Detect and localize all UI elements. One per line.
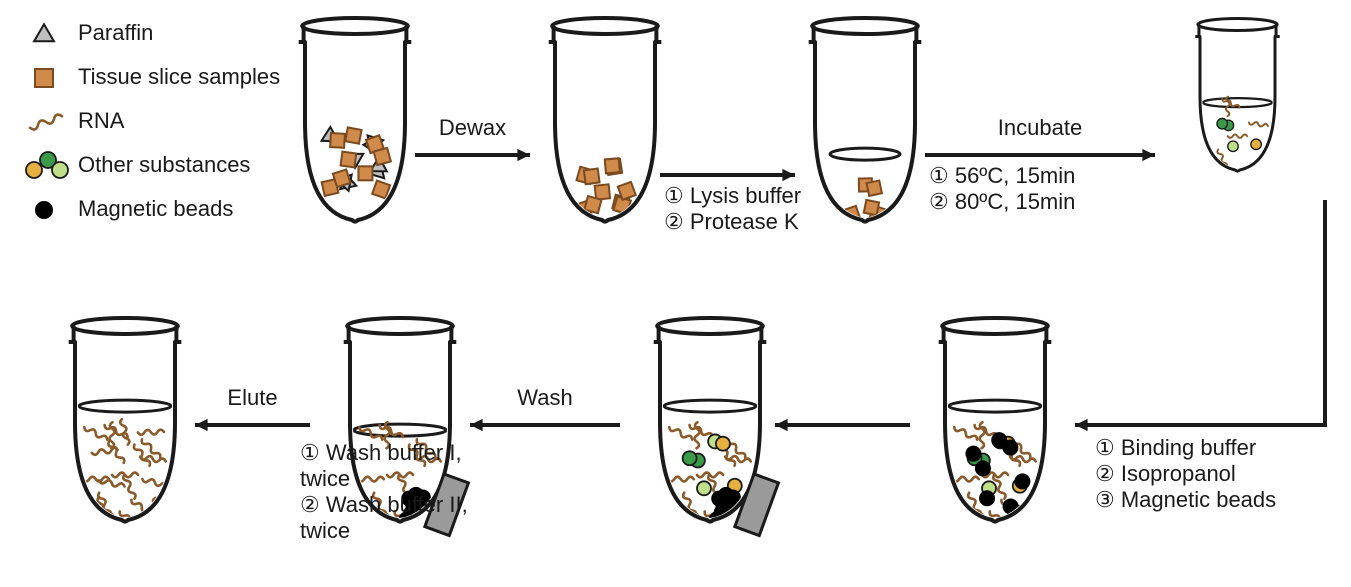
legend: Paraffin Tissue slice samples RNA Other sub… (26, 20, 280, 221)
tube-t4 (1195, 19, 1279, 172)
tube-contents (1203, 97, 1272, 172)
legend-label: Other substances (78, 152, 250, 177)
legend-label: Tissue slice samples (78, 64, 280, 89)
svg-text:twice: twice (300, 466, 350, 491)
legend-item-rna: RNA (29, 108, 125, 133)
svg-text:② 80ºC, 15min: ② 80ºC, 15min (929, 189, 1075, 214)
arrow-a1: Dewax (415, 115, 530, 161)
legend-item-other: Other substances (26, 152, 250, 178)
arrow-a3: Incubate ① 56ºC, 15min② 80ºC, 15min (925, 115, 1155, 214)
legend-item-tissue: Tissue slice samples (35, 64, 280, 89)
tube-t1 (299, 18, 412, 222)
svg-text:Wash: Wash (517, 385, 572, 410)
svg-text:③ Magnetic beads: ③ Magnetic beads (1095, 487, 1276, 512)
arrow-a5 (775, 419, 910, 431)
tube-contents (949, 400, 1041, 531)
legend-label: RNA (78, 108, 125, 133)
svg-text:② Isopropanol: ② Isopropanol (1095, 461, 1236, 486)
svg-text:② Protease K: ② Protease K (664, 209, 799, 234)
tube-t8 (69, 318, 182, 530)
arrow-a4: ① Binding buffer② Isopropanol③ Magnetic … (1075, 200, 1325, 512)
tube-contents (79, 400, 171, 530)
tube-t6 (654, 318, 779, 536)
tube-contents (322, 127, 391, 199)
arrow-a2: ① Lysis buffer② Protease K (660, 169, 801, 234)
tube-t5 (939, 318, 1052, 532)
svg-text:① Binding buffer: ① Binding buffer (1095, 435, 1256, 460)
legend-item-paraffin: Paraffin (34, 20, 153, 45)
rna-extraction-diagram: Paraffin Tissue slice samples RNA Other sub… (0, 0, 1351, 587)
svg-text:② Wash buffer II,: ② Wash buffer II, (300, 492, 468, 517)
tube-t3 (809, 18, 922, 222)
legend-item-bead: Magnetic beads (35, 196, 233, 221)
svg-text:Dewax: Dewax (439, 115, 506, 140)
arrow-a7: Elute (195, 385, 310, 431)
legend-label: Paraffin (78, 20, 153, 45)
svg-text:Elute: Elute (227, 385, 277, 410)
svg-text:Incubate: Incubate (998, 115, 1082, 140)
svg-text:twice: twice (300, 518, 350, 543)
tube-t2 (549, 18, 662, 222)
svg-text:① Lysis buffer: ① Lysis buffer (664, 183, 801, 208)
legend-label: Magnetic beads (78, 196, 233, 221)
svg-text:① 56ºC, 15min: ① 56ºC, 15min (929, 163, 1075, 188)
svg-text:① Wash buffer I,: ① Wash buffer I, (300, 440, 462, 465)
